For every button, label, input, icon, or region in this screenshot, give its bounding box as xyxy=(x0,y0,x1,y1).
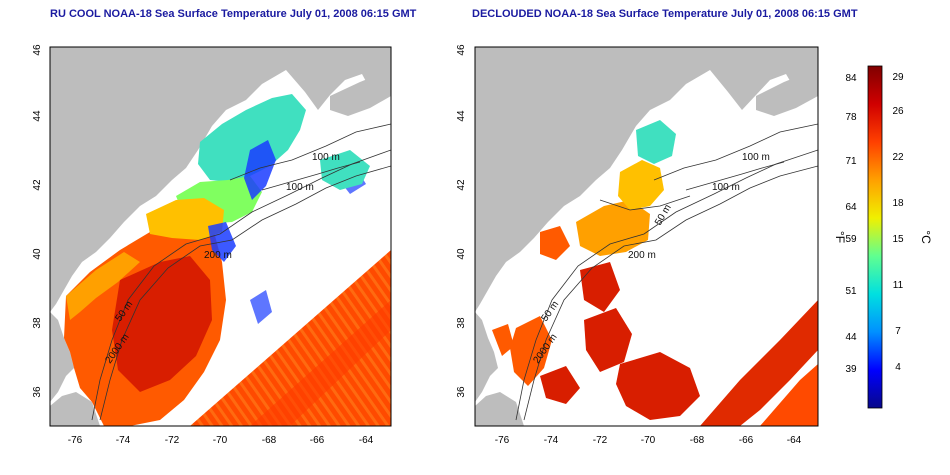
x-axis-left: -76 -74 -72 -70 -68 -66 -64 xyxy=(68,435,374,446)
left-map-frame xyxy=(49,46,392,427)
y-axis-left: 36 38 40 42 44 46 xyxy=(32,44,43,398)
contour-label: 200 m xyxy=(204,250,232,261)
right-map-title: DECLOUDED NOAA-18 Sea Surface Temperatur… xyxy=(472,8,858,20)
x-tick-label: -76 xyxy=(68,435,83,446)
land-mass-south xyxy=(50,312,74,402)
y-tick-label: 42 xyxy=(32,179,43,191)
y-tick-label: 44 xyxy=(32,110,43,122)
x-tick-label: -66 xyxy=(310,435,325,446)
x-tick-label: -64 xyxy=(359,435,374,446)
x-tick-label: -70 xyxy=(213,435,228,446)
y-tick-label: 36 xyxy=(32,386,43,398)
offshore-warm-water xyxy=(190,250,391,426)
land-mass-north xyxy=(50,47,391,312)
y-tick-label: 40 xyxy=(32,248,43,260)
y-tick-label: 38 xyxy=(32,317,43,329)
x-tick-label: -72 xyxy=(165,435,180,446)
gulf-of-maine-cool-water xyxy=(198,94,306,182)
left-map-title: RU COOL NOAA-18 Sea Surface Temperature … xyxy=(50,8,417,20)
y-tick-label: 46 xyxy=(32,44,43,56)
x-tick-label: -74 xyxy=(116,435,131,446)
contour-label: 100 m xyxy=(312,152,340,163)
x-tick-label: -68 xyxy=(262,435,277,446)
contour-label: 100 m xyxy=(286,182,314,193)
